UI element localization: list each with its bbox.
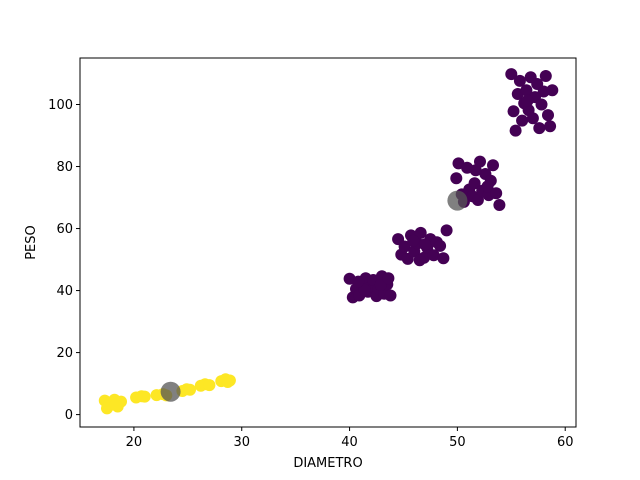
- x-axis-label: DIAMETRO: [293, 456, 362, 471]
- y-tick-label: 40: [56, 284, 73, 299]
- x-tick-label: 20: [126, 435, 143, 450]
- data-point: [546, 84, 559, 97]
- data-point: [407, 234, 420, 247]
- data-point: [184, 383, 196, 396]
- data-point: [413, 254, 426, 267]
- data-point: [544, 120, 557, 133]
- data-point: [109, 398, 122, 411]
- plot-frame: [79, 57, 577, 428]
- data-point: [481, 180, 494, 193]
- data-point: [513, 74, 526, 87]
- data-point: [505, 68, 518, 81]
- y-tick-label: 100: [48, 98, 73, 113]
- data-point: [384, 289, 397, 302]
- data-point: [469, 164, 482, 177]
- y-tick-label: 60: [56, 222, 73, 237]
- data-point: [490, 187, 503, 200]
- data-point: [427, 249, 440, 262]
- data-point: [533, 122, 546, 135]
- data-point: [539, 70, 552, 82]
- data-point: [138, 390, 151, 403]
- x-tick-label: 50: [449, 435, 466, 450]
- data-point: [419, 238, 431, 251]
- x-axis: 20 30 40 50 60: [126, 427, 574, 450]
- data-point: [526, 112, 539, 125]
- data-point: [440, 224, 453, 237]
- centroid-point: [447, 190, 468, 211]
- centroid-point: [160, 381, 181, 402]
- y-axis-label: PESO: [24, 225, 39, 260]
- data-point: [487, 159, 499, 172]
- data-point: [434, 239, 447, 252]
- data-point: [516, 114, 529, 127]
- data-point: [535, 98, 548, 111]
- data-point: [493, 199, 506, 211]
- data-point: [221, 376, 234, 388]
- data-point: [450, 172, 463, 185]
- data-point: [358, 283, 371, 296]
- data-point: [507, 105, 520, 118]
- data-point: [352, 275, 365, 288]
- data-point: [437, 252, 450, 265]
- y-tick-label: 20: [56, 346, 73, 361]
- y-tick-label: 80: [56, 160, 73, 175]
- data-point: [542, 109, 554, 122]
- data-point: [509, 124, 522, 137]
- y-axis: 0 20 40 60 80 100: [48, 98, 80, 423]
- data-point: [203, 379, 216, 392]
- data-point: [398, 240, 411, 253]
- points-layer: [98, 68, 559, 415]
- data-point: [468, 177, 481, 190]
- data-point: [471, 194, 484, 206]
- y-tick-label: 0: [65, 408, 73, 423]
- data-point: [521, 94, 534, 107]
- x-tick-label: 60: [557, 435, 574, 450]
- x-tick-label: 40: [341, 435, 358, 450]
- data-point: [414, 226, 427, 239]
- data-point: [520, 84, 533, 97]
- x-tick-label: 30: [233, 435, 250, 450]
- data-point: [382, 272, 395, 285]
